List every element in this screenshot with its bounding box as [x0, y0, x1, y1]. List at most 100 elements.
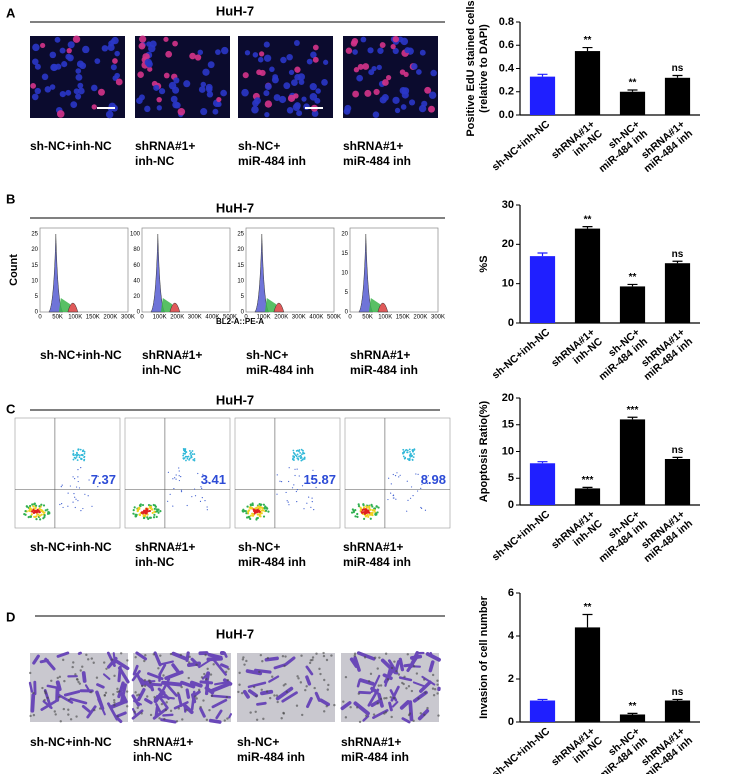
event — [354, 515, 357, 518]
bar — [619, 419, 646, 505]
event — [402, 448, 405, 451]
cell — [419, 680, 432, 693]
event — [308, 496, 310, 498]
event — [188, 450, 191, 452]
nucleus — [75, 68, 82, 74]
event — [396, 472, 398, 474]
cell — [162, 713, 174, 717]
cell — [135, 651, 148, 661]
nucleus — [312, 44, 319, 51]
pore — [433, 688, 437, 691]
cell — [358, 678, 375, 686]
event — [141, 503, 145, 507]
pore — [125, 690, 129, 693]
event — [306, 502, 308, 504]
nucleus — [291, 79, 298, 86]
nucleus — [403, 71, 409, 78]
event — [257, 505, 260, 508]
event — [206, 506, 208, 508]
pore — [384, 711, 388, 714]
event — [191, 453, 194, 456]
event — [140, 511, 144, 514]
event — [76, 452, 78, 455]
pore — [238, 683, 241, 686]
error-bar — [582, 613, 593, 628]
event — [91, 505, 93, 507]
hist-y-tick: 40 — [133, 278, 140, 284]
event — [371, 513, 374, 517]
pore — [87, 658, 90, 661]
pore — [158, 717, 161, 720]
y-tick-label: 0.4 — [499, 62, 515, 74]
nucleus — [142, 53, 150, 61]
event — [37, 513, 40, 516]
nucleus — [390, 44, 396, 50]
event — [262, 503, 265, 506]
event — [253, 509, 256, 513]
nucleus — [107, 43, 115, 52]
nucleus — [242, 72, 249, 79]
event — [296, 501, 298, 503]
pore — [275, 694, 279, 697]
pore — [260, 688, 263, 691]
event — [172, 505, 174, 507]
cell — [211, 698, 228, 709]
event — [169, 493, 171, 495]
pore — [205, 718, 209, 722]
event — [83, 452, 86, 455]
cell — [428, 660, 435, 673]
pore — [261, 659, 264, 663]
nucleus — [147, 66, 153, 72]
error-bar — [537, 252, 548, 257]
hist-x-tick: 100K — [68, 315, 82, 321]
nucleus — [110, 39, 116, 45]
nucleus — [303, 103, 310, 111]
cell — [185, 688, 191, 699]
cell — [198, 656, 216, 669]
event — [286, 500, 288, 502]
event — [241, 509, 244, 512]
pore — [358, 720, 362, 724]
event — [279, 480, 281, 482]
pore — [53, 710, 56, 713]
pore — [403, 675, 406, 679]
event — [310, 506, 312, 508]
nucleus — [156, 96, 162, 103]
nucleus — [101, 45, 109, 52]
nucleus — [377, 47, 384, 54]
pore — [85, 653, 88, 657]
event — [190, 451, 192, 454]
nucleus — [404, 47, 411, 54]
event — [76, 459, 79, 461]
significance: ** — [629, 78, 637, 89]
bar — [619, 714, 646, 722]
event — [75, 456, 78, 458]
event — [83, 459, 85, 462]
event — [371, 509, 375, 512]
hist-x-tick: 300K — [292, 315, 306, 321]
event — [246, 512, 250, 515]
event — [155, 508, 158, 511]
cell — [157, 694, 169, 710]
event — [145, 507, 148, 510]
event — [303, 508, 305, 510]
event — [186, 457, 189, 460]
event — [148, 509, 151, 513]
nucleus — [56, 110, 65, 118]
flow-plot — [234, 417, 341, 529]
cell — [117, 665, 122, 683]
event — [189, 453, 192, 455]
event — [421, 507, 423, 509]
nucleus — [40, 42, 46, 49]
y-tick-label: 2 — [508, 673, 514, 685]
event — [413, 453, 416, 455]
g2-peak — [273, 302, 285, 313]
pore — [43, 698, 46, 702]
pore — [437, 714, 440, 717]
event — [296, 489, 299, 491]
event — [35, 518, 38, 521]
event — [44, 509, 47, 512]
event — [146, 516, 149, 519]
event — [262, 515, 266, 518]
event — [80, 467, 82, 469]
